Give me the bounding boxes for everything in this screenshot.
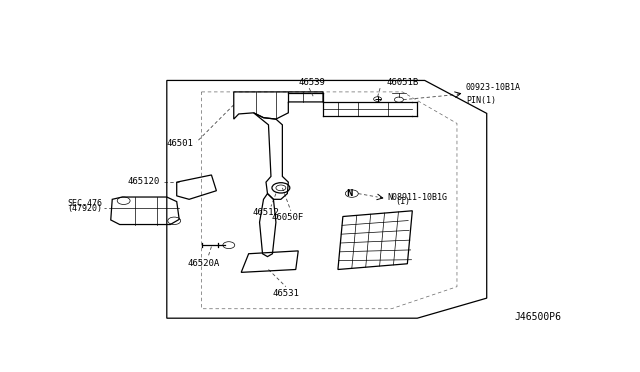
Text: PIN(1): PIN(1) [466,96,496,105]
Text: 46539: 46539 [298,78,325,87]
Text: 465120: 465120 [127,177,159,186]
Text: SEC.476: SEC.476 [67,199,102,208]
Text: 46050F: 46050F [271,213,303,222]
Text: 46051B: 46051B [387,78,419,87]
Text: 00923-10B1A: 00923-10B1A [466,83,521,92]
Text: 46520A: 46520A [188,260,220,269]
Text: (47920): (47920) [67,204,102,213]
Text: 46512: 46512 [253,208,280,218]
Text: (1): (1) [396,197,410,206]
Text: J46500P6: J46500P6 [514,312,561,322]
Text: N: N [346,189,353,198]
Text: 46501: 46501 [166,139,193,148]
Text: 46531: 46531 [273,289,300,298]
Text: N08911-10B1G: N08911-10B1G [388,193,447,202]
